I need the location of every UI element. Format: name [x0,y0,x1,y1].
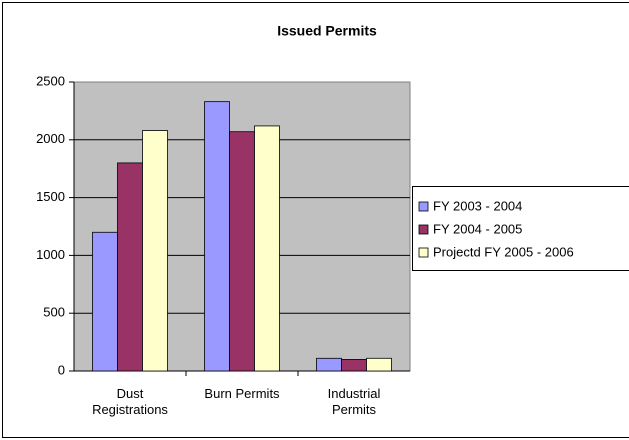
bar [142,130,168,372]
x-tick-label: Dust Registrations [92,386,168,417]
legend-swatch [418,201,429,212]
bar [341,359,367,372]
legend-swatch [418,247,429,258]
legend-label: Projectd FY 2005 - 2006 [433,244,574,259]
y-tick-label: 1500 [36,189,65,204]
bar [92,231,118,372]
y-tick-label: 0 [58,362,65,377]
chart-title: Issued Permits [277,23,377,39]
bar [366,357,392,372]
legend-box [412,186,629,271]
x-tick-label: Industrial Permits [327,386,381,417]
legend-label: FY 2003 - 2004 [433,198,522,213]
bar [229,131,255,372]
y-tick-label: 1000 [36,247,65,262]
legend-label: FY 2004 - 2005 [433,221,522,236]
legend-swatch [418,224,429,235]
x-tick-label: Burn Permits [204,386,280,401]
bar [204,101,230,372]
bar [254,125,280,372]
bar [316,357,342,372]
y-tick-label: 2500 [36,73,65,88]
bar [117,162,143,372]
y-tick-label: 500 [43,305,65,320]
y-tick-label: 2000 [36,131,65,146]
